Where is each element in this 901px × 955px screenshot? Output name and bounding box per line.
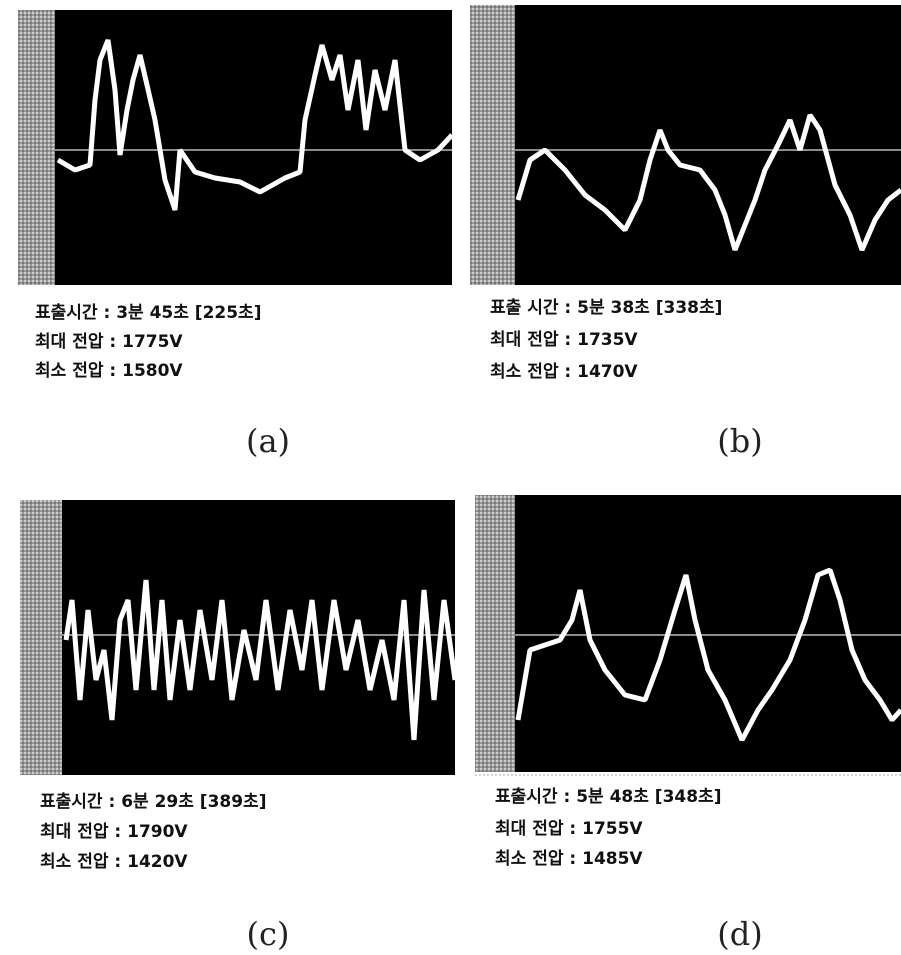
- info-line: 최대 전압 : 1735V: [490, 329, 638, 350]
- info-line: 최대 전압 : 1755V: [495, 818, 643, 839]
- scope-panel: 표출시간 : 3분 45초 [225초] 최대 전압 : 1775V 최소 전압…: [18, 10, 452, 460]
- info-line: 표출 시간 : 5분 38초 [338초]: [490, 298, 722, 318]
- info-line: 최대 전압 : 1790V: [40, 821, 188, 842]
- scope-panel: 표출 시간 : 5분 38초 [338초] 최대 전압 : 1735V 최소 전…: [470, 5, 901, 460]
- scope-panel: 표출시간 : 6분 29초 [389초] 최대 전압 : 1790V 최소 전압…: [20, 500, 455, 953]
- info-line: 최대 전압 : 1775V: [35, 331, 183, 352]
- caption: (a): [246, 422, 290, 460]
- info-line: 표출시간 : 5분 48초 [348초]: [495, 787, 721, 807]
- info-line: 최소 전압 : 1470V: [490, 361, 638, 382]
- scope-panel: 표출시간 : 5분 48초 [348초] 최대 전압 : 1755V 최소 전압…: [475, 495, 901, 953]
- info-line: 최소 전압 : 1420V: [40, 851, 188, 872]
- screen-edge: [18, 10, 55, 285]
- info-line: 최소 전압 : 1485V: [495, 848, 643, 869]
- screen: [470, 5, 901, 285]
- info-line: 표출시간 : 6분 29초 [389초]: [40, 792, 266, 812]
- screen: [475, 495, 901, 772]
- screen-edge: [475, 495, 515, 772]
- caption: (c): [247, 915, 290, 953]
- screen-edge: [20, 500, 62, 775]
- info-line: 최소 전압 : 1580V: [35, 360, 183, 381]
- caption: (b): [717, 422, 762, 460]
- figure: 표출시간 : 3분 45초 [225초] 최대 전압 : 1775V 최소 전압…: [0, 0, 901, 955]
- screen-edge: [470, 5, 515, 285]
- info-line: 표출시간 : 3분 45초 [225초]: [35, 303, 261, 323]
- screen: [18, 10, 452, 285]
- caption: (d): [717, 915, 762, 953]
